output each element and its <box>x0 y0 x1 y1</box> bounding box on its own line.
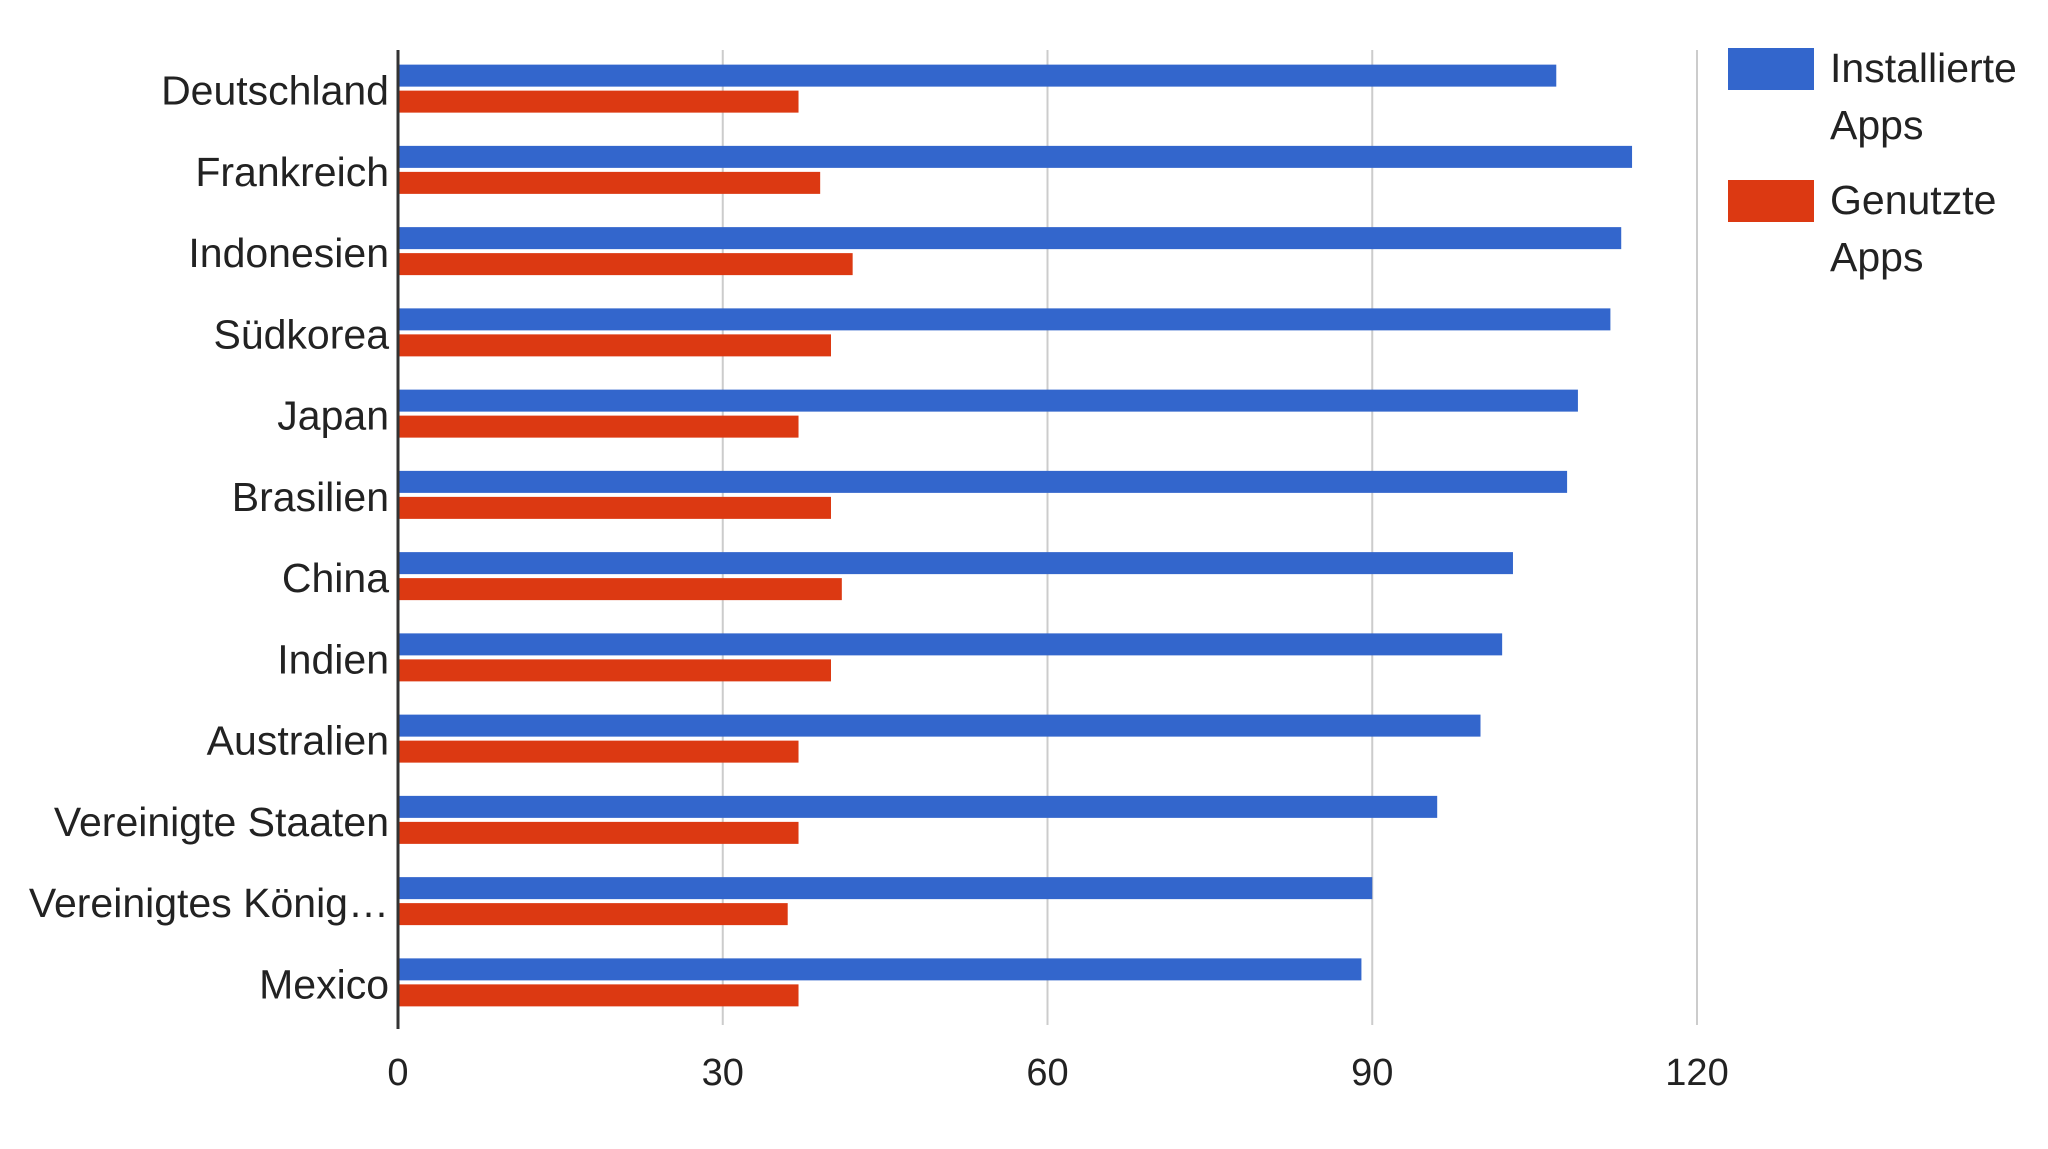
category-label-2: Indonesien <box>188 230 389 276</box>
category-label-0: Deutschland <box>161 68 389 114</box>
bar-used-10[interactable] <box>398 903 788 926</box>
bar-used-8[interactable] <box>398 740 799 763</box>
legend-label-used: Genutzte Apps <box>1830 177 1997 280</box>
category-label-11: Mexico <box>259 961 389 1007</box>
bar-used-1[interactable] <box>398 171 821 194</box>
bars <box>398 64 1633 1007</box>
legend-swatch-installed <box>1728 48 1814 90</box>
bar-installed-1[interactable] <box>398 145 1633 168</box>
category-labels: Deutschland Frankreich Indonesien Südkorea J… <box>29 68 389 1008</box>
bar-used-11[interactable] <box>398 984 799 1007</box>
category-label-6: China <box>282 555 389 601</box>
bar-used-0[interactable] <box>398 90 799 113</box>
bar-used-7[interactable] <box>398 659 831 682</box>
category-label-8: Australien <box>207 718 389 764</box>
bar-installed-4[interactable] <box>398 389 1578 412</box>
x-tick-labels: 0 30 60 90 120 <box>387 1052 1728 1094</box>
legend-item-used[interactable]: Genutzte Apps <box>1728 172 2038 286</box>
bar-used-3[interactable] <box>398 334 831 357</box>
category-label-3: Südkorea <box>213 311 389 357</box>
bar-installed-0[interactable] <box>398 64 1557 87</box>
bar-installed-3[interactable] <box>398 308 1611 331</box>
legend: Installierte Apps Genutzte Apps <box>1728 40 2038 304</box>
legend-swatch-used <box>1728 180 1814 222</box>
bar-used-2[interactable] <box>398 253 853 276</box>
x-tick-label-0: 0 <box>387 1052 408 1094</box>
bar-used-9[interactable] <box>398 821 799 844</box>
legend-item-installed[interactable]: Installierte Apps <box>1728 40 2038 154</box>
bar-installed-6[interactable] <box>398 552 1513 575</box>
bar-used-6[interactable] <box>398 578 842 601</box>
bar-installed-10[interactable] <box>398 877 1373 900</box>
bar-installed-5[interactable] <box>398 470 1568 493</box>
category-label-4: Japan <box>277 393 389 439</box>
category-label-1: Frankreich <box>195 149 389 195</box>
bar-installed-8[interactable] <box>398 714 1481 737</box>
bar-used-5[interactable] <box>398 496 831 519</box>
legend-label-installed: Installierte Apps <box>1830 45 2017 148</box>
category-label-5: Brasilien <box>232 474 389 520</box>
gridlines <box>721 50 1698 1025</box>
x-tick-label-120: 120 <box>1665 1052 1728 1094</box>
bar-installed-7[interactable] <box>398 633 1503 656</box>
bar-installed-2[interactable] <box>398 227 1622 250</box>
x-tick-label-30: 30 <box>702 1052 744 1094</box>
bar-installed-11[interactable] <box>398 958 1362 981</box>
bar-installed-9[interactable] <box>398 795 1438 818</box>
bar-used-4[interactable] <box>398 415 799 438</box>
x-tick-label-90: 90 <box>1351 1052 1393 1094</box>
category-label-10: Vereinigtes König… <box>29 880 389 926</box>
category-label-9: Vereinigte Staaten <box>54 799 389 845</box>
category-label-7: Indien <box>277 636 389 682</box>
x-tick-label-60: 60 <box>1026 1052 1068 1094</box>
